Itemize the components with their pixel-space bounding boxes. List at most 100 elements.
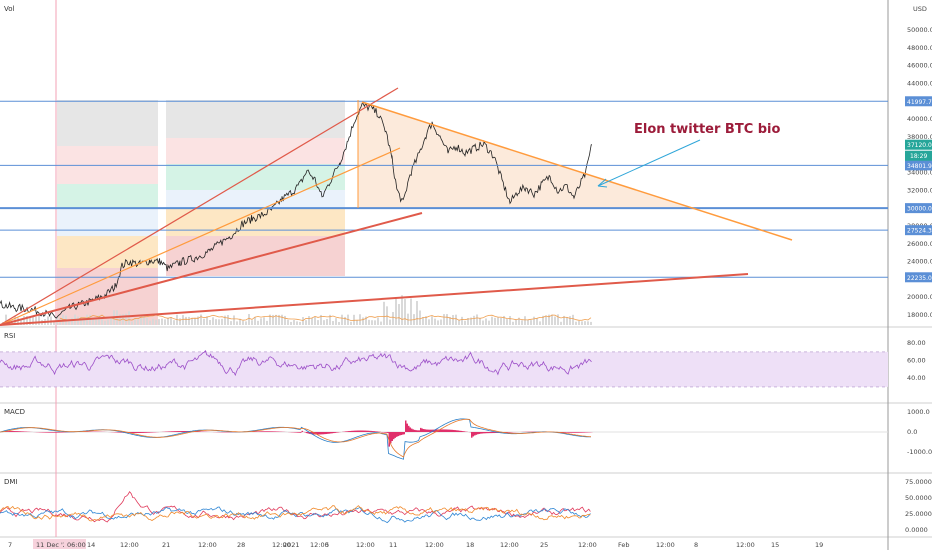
price-level-badge-text: 30000.0 (907, 206, 932, 213)
volume-bar (500, 317, 502, 325)
macd-histogram-bar (322, 432, 324, 435)
price-tick-label: 32000.0 (907, 186, 932, 194)
x-tick-label: 12:00 (356, 541, 375, 549)
macd-histogram-bar (334, 432, 336, 433)
macd-histogram-bar (358, 430, 360, 432)
macd-histogram-bar (312, 432, 314, 435)
volume-bar (107, 319, 109, 325)
macd-histogram-bar (361, 430, 363, 432)
dmi-tick-label: 50.0000 (905, 494, 932, 502)
price-level-badge (905, 160, 932, 171)
volume-bar (455, 314, 457, 325)
macd-histogram-bar (474, 432, 476, 436)
volume-bar (344, 316, 346, 325)
volume-bar (554, 316, 556, 325)
macd-histogram-bar (333, 432, 335, 434)
x-tick-label: 06:00 (67, 541, 86, 549)
volume-bar (197, 316, 199, 325)
macd-histogram-bar (462, 431, 464, 432)
volume-bar (89, 314, 91, 325)
dmi-tick-label: 25.0000 (905, 510, 932, 518)
annotation-text[interactable]: Elon twitter BTC bio (634, 122, 781, 137)
volume-bar (575, 321, 577, 325)
price-tick-label: 50000.0 (907, 26, 932, 34)
volume-bar (233, 315, 235, 325)
fib-retracement-boxes[interactable] (57, 100, 690, 325)
macd-histogram-bar (424, 429, 426, 432)
macd-histogram-bar (265, 431, 267, 432)
macd-histogram-bar (13, 431, 15, 432)
x-tick-label: 12:00 (578, 541, 597, 549)
macd-histogram-bar (445, 429, 447, 432)
volume-bar (392, 312, 394, 325)
macd-histogram-bar (399, 432, 401, 436)
macd-histogram-bar (259, 431, 261, 432)
volume-bar (260, 318, 262, 325)
macd-histogram-bar (364, 430, 366, 432)
x-tick-label: 11 (389, 541, 397, 549)
volume-bar (587, 321, 589, 325)
macd-histogram-bar (262, 431, 264, 432)
macd-signal-line (0, 418, 592, 458)
macd-histogram-bar (405, 420, 407, 432)
volume-bar (476, 314, 478, 325)
trend-line (0, 212, 423, 326)
macd-histogram-bar (397, 432, 399, 437)
macd-histogram-bar (186, 431, 188, 432)
macd-histogram-bar (325, 432, 327, 435)
volume-bar (509, 315, 511, 325)
volume-bar (245, 321, 247, 325)
volume-bar (512, 321, 514, 325)
last-price-badge (905, 139, 932, 150)
volume-bar (290, 321, 292, 325)
macd-histogram-bar (376, 431, 378, 432)
volume-bar (401, 295, 403, 325)
fib-box-band (166, 190, 345, 208)
volume-bar (194, 317, 196, 325)
volume-bar (26, 315, 28, 325)
last-time-badge (905, 150, 932, 161)
price-tick-label: 38000.0 (907, 133, 932, 141)
macd-histogram-bar (267, 431, 269, 432)
macd-histogram-bar (19, 431, 21, 432)
macd-histogram-bar (130, 432, 132, 433)
macd-histogram-bar (168, 431, 170, 432)
macd-histogram-bar (439, 429, 441, 432)
macd-histogram-bar (22, 431, 24, 432)
macd-histogram-bar (175, 431, 177, 432)
volume-bar (311, 318, 313, 325)
volume-bar (104, 320, 106, 325)
volume-bar (239, 318, 241, 325)
macd-histogram-bar (169, 431, 171, 432)
macd-histogram-bar (145, 432, 147, 433)
macd-histogram-bar (363, 430, 365, 432)
x-tick-label: 14 (87, 541, 95, 549)
macd-histogram-bar (442, 429, 444, 432)
volume-bar (545, 315, 547, 325)
x-tick-label: 12:00 (736, 541, 755, 549)
fib-box-band (166, 100, 345, 138)
volume-bar (98, 315, 100, 325)
drawings[interactable] (0, 87, 888, 326)
volume-bar (275, 314, 277, 325)
macd-histogram-bar (58, 432, 60, 433)
volume-bar (185, 316, 187, 325)
macd-histogram-bar (49, 432, 51, 433)
volume-bar (380, 321, 382, 325)
macd-histogram-bar (408, 425, 410, 432)
macd-histogram-bar (478, 432, 480, 434)
volume-bar (428, 319, 430, 325)
macd-histogram-bar (336, 432, 338, 433)
volume-bar (302, 317, 304, 325)
volume-bar (269, 314, 271, 325)
macd-histogram-bar (475, 432, 477, 435)
trend-line (0, 87, 399, 326)
rsi-band (0, 351, 888, 387)
volume-bar (335, 318, 337, 325)
volume-bar (566, 317, 568, 325)
volume-bar (431, 316, 433, 325)
macd-histogram-bar (463, 431, 465, 432)
volume-bar (119, 314, 121, 325)
volume-bar (530, 320, 532, 325)
